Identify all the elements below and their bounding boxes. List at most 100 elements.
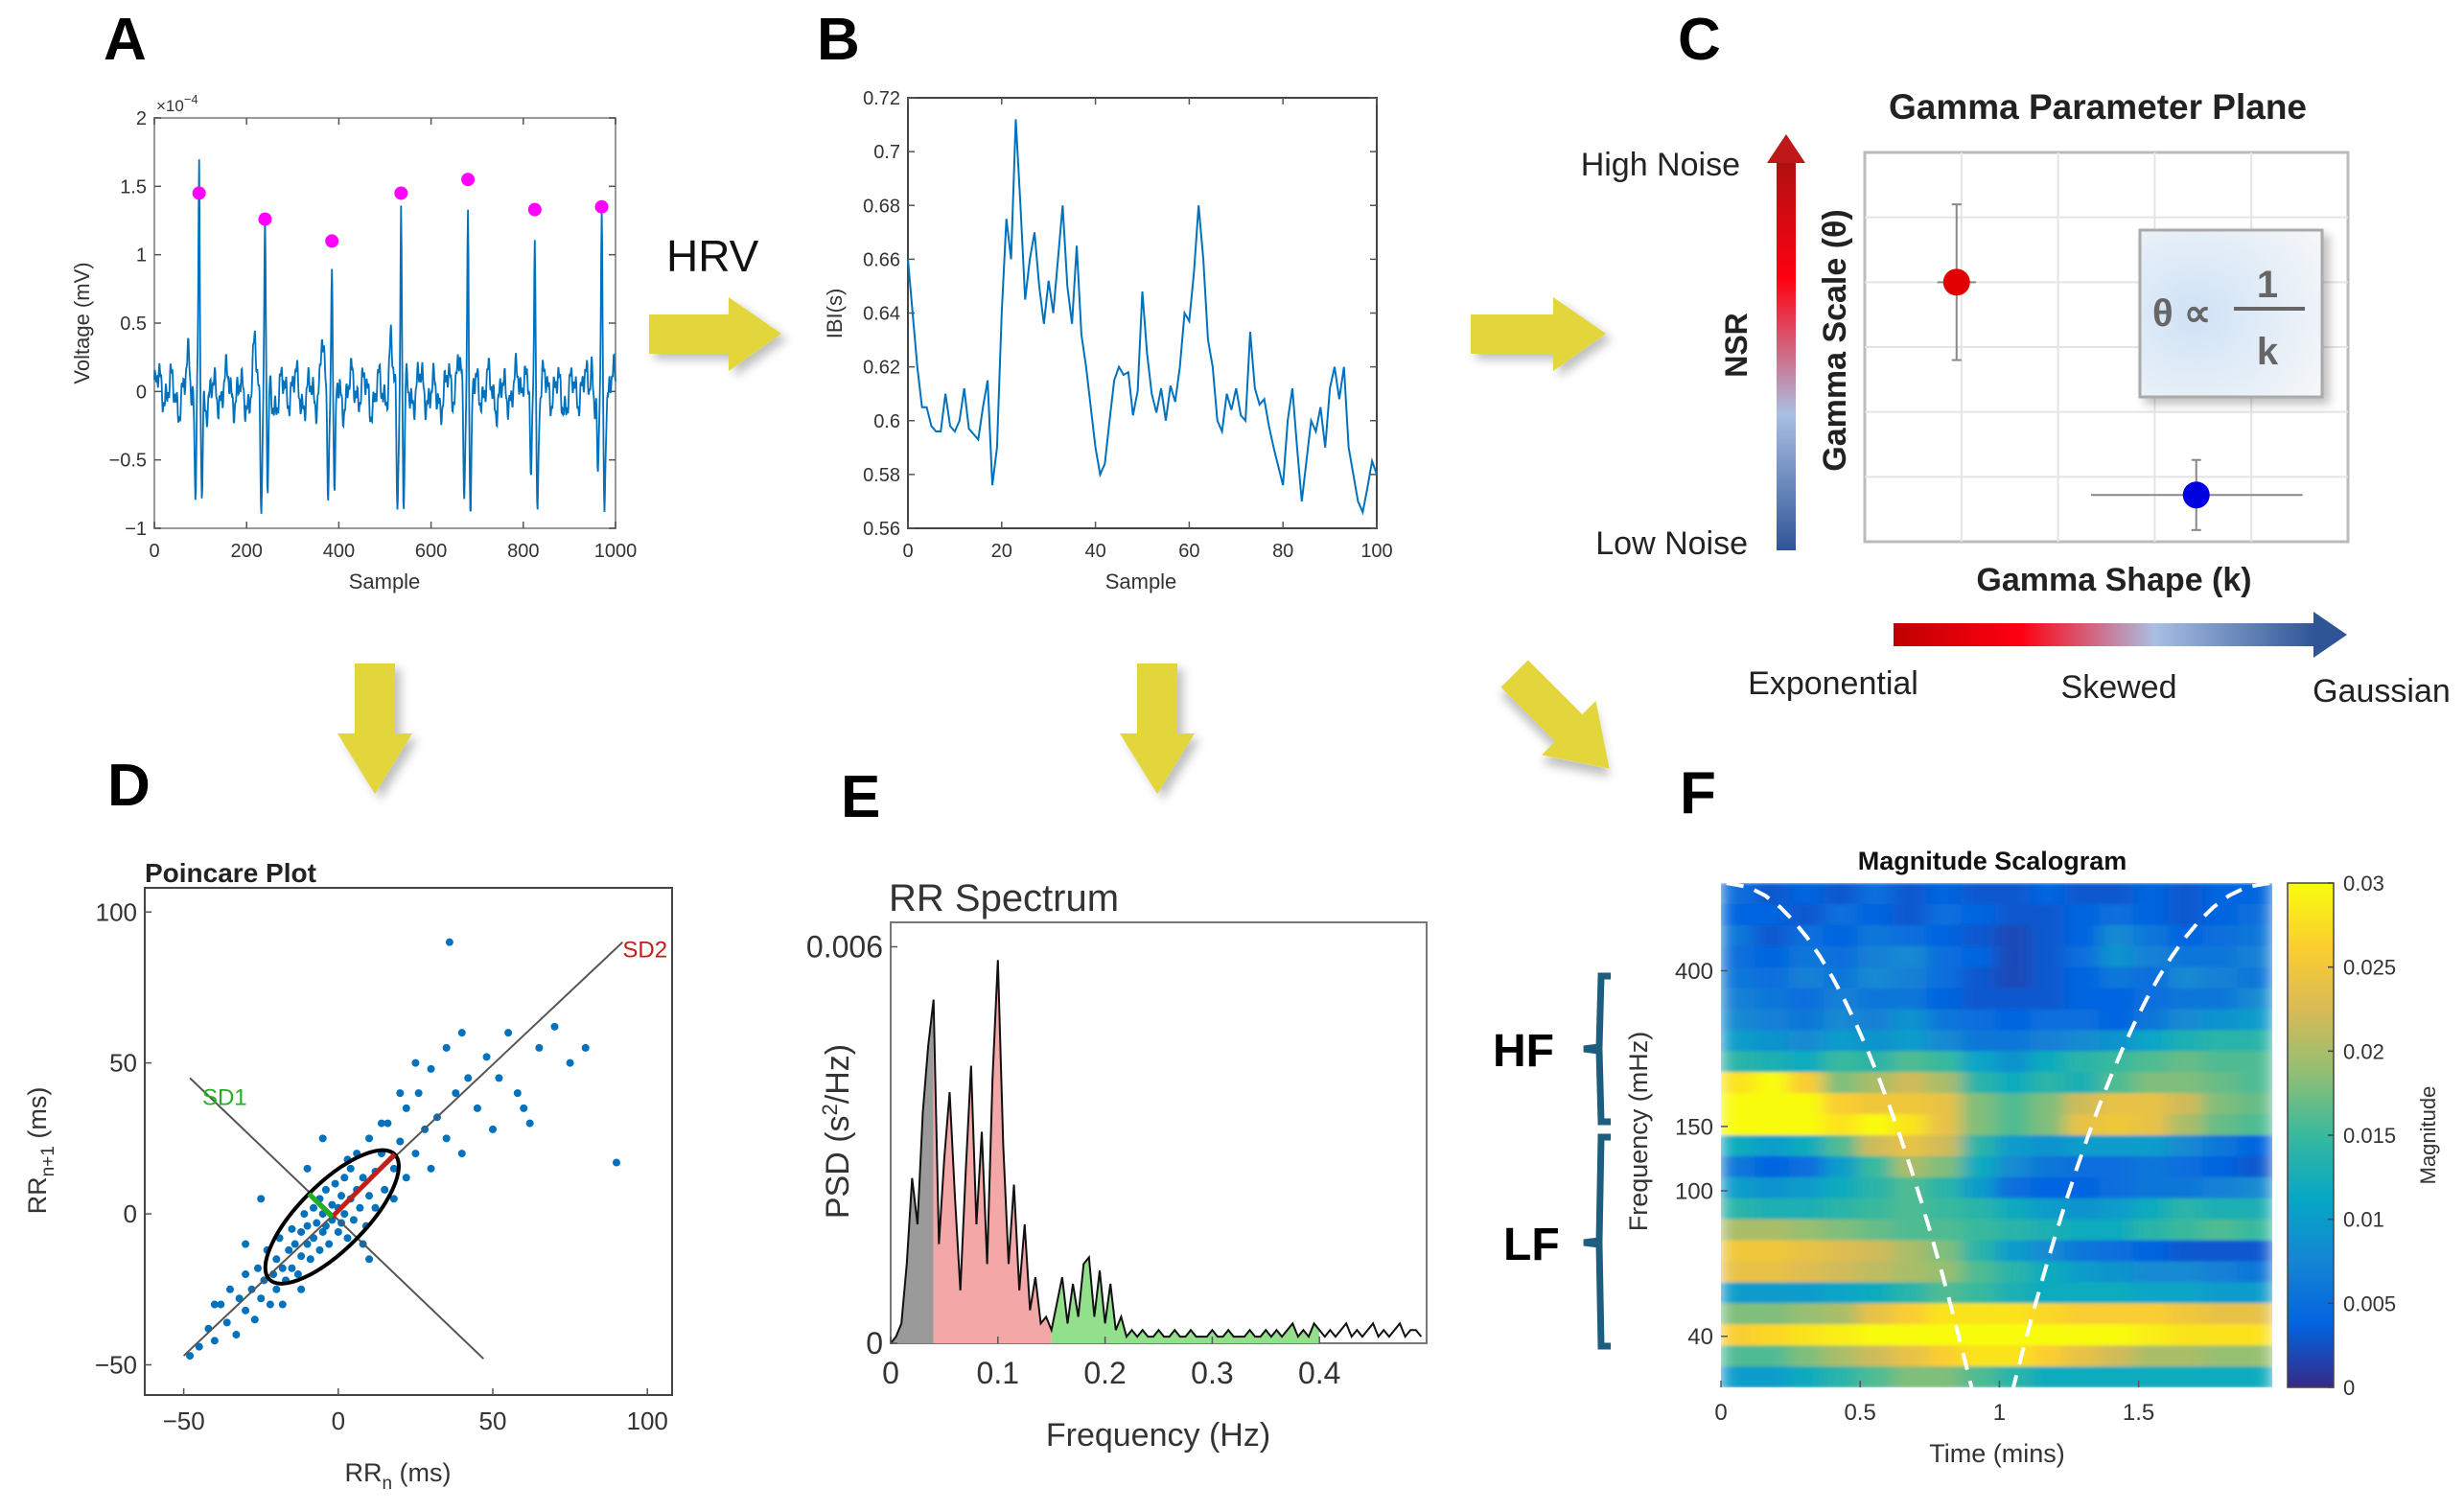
heatmap-cell: [2168, 1155, 2205, 1178]
heatmap-cell: [2202, 1135, 2240, 1157]
heatmap-cell: [2064, 1198, 2102, 1221]
heatmap-cell: [2237, 1155, 2272, 1178]
heatmap-cell: [2064, 945, 2102, 968]
heatmap-cell: [2133, 924, 2171, 947]
heatmap-cell: [1961, 1009, 1998, 1031]
rr-point: [359, 1174, 367, 1182]
heatmap-cell: [1721, 924, 1756, 947]
heatmap-cell: [2237, 1093, 2272, 1115]
rr-point: [414, 1089, 423, 1098]
rr-point: [257, 1195, 266, 1203]
heatmap-cell: [1721, 1240, 1756, 1262]
rr-point: [210, 1337, 219, 1345]
heatmap-cell: [1823, 1072, 1860, 1094]
heatmap-cell: [1721, 1093, 1756, 1115]
rr-point: [297, 1285, 306, 1293]
rr-point: [389, 1164, 398, 1173]
r-peak-marker: [258, 212, 272, 226]
heatmap-cell: [1788, 1072, 1825, 1094]
heatmap-cell: [1721, 1009, 1756, 1031]
r-peak-marker: [325, 234, 339, 248]
heatmap-cell: [1823, 924, 1860, 947]
x-tick-label: 60: [1178, 541, 1199, 562]
formula-box: θ ∝ 1 k: [2138, 228, 2324, 399]
x-tick-label: 400: [323, 541, 355, 562]
heatmap-cell: [1995, 1051, 2033, 1073]
heatmap-cell: [1754, 1135, 1791, 1157]
r-peak-marker: [394, 186, 408, 200]
heatmap-cell: [1892, 1366, 1929, 1387]
heatmap-cell: [2168, 1282, 2205, 1304]
rr-point: [346, 1164, 355, 1173]
heatmap-cell: [1892, 1030, 1929, 1052]
heatmap-cell: [2168, 1261, 2205, 1283]
heatmap-cell: [1754, 1366, 1791, 1387]
y-tick-label: 0.68: [863, 196, 900, 217]
heatmap-cell: [1926, 966, 1964, 989]
heatmap-cell: [2030, 924, 2067, 947]
y-tick-label: 0.62: [863, 358, 900, 379]
rr-point: [250, 1315, 259, 1324]
heatmap-cell: [1823, 1219, 1860, 1242]
heatmap-cells: [1721, 883, 2272, 1387]
heatmap-cell: [1788, 1198, 1825, 1221]
heatmap-cell: [1823, 1051, 1860, 1073]
heatmap-cell: [1926, 1261, 1964, 1283]
y-axis-label: IBI(s): [823, 289, 847, 339]
heatmap-cell: [1788, 1093, 1825, 1115]
x-tick-label: 800: [507, 541, 539, 562]
y-axis-label: Gamma Scale (θ): [1817, 209, 1853, 472]
heatmap-cell: [1823, 903, 1860, 926]
heatmap-cell: [1721, 988, 1756, 1010]
y-axis-label: PSD (s2/Hz): [818, 1044, 856, 1219]
colorbar-tick-label: 0.005: [2343, 1291, 2396, 1315]
formula-denominator: k: [2257, 331, 2279, 373]
heatmap-cell: [1961, 1176, 1998, 1199]
heatmap-cell: [2202, 1261, 2240, 1283]
ecg-trace: [153, 159, 616, 514]
panel-label-c: C: [1678, 7, 1721, 73]
heatmap-cell: [1788, 1114, 1825, 1136]
heatmap-cell: [2064, 1282, 2102, 1304]
heatmap-cell: [2202, 1051, 2240, 1073]
x-tick-label: 1.5: [2123, 1400, 2154, 1426]
rr-point: [535, 1043, 544, 1052]
heatmap-cell: [1961, 903, 1998, 926]
y-tick-label: 1.5: [120, 176, 147, 198]
heatmap-cell: [2030, 1366, 2067, 1387]
y-tick-label: −50: [95, 1351, 137, 1380]
x-axis-label: Time (mins): [1929, 1439, 2065, 1468]
heatmap-cell: [1823, 1093, 1860, 1115]
heatmap-cell: [1926, 1366, 1964, 1387]
heatmap-cell: [2064, 1009, 2102, 1031]
y-tick-label: 0.006: [806, 930, 883, 965]
heatmap-cell: [1823, 883, 1860, 905]
rr-point: [242, 1270, 250, 1279]
heatmap-cell: [1788, 1303, 1825, 1325]
data-point: [1942, 268, 1970, 296]
rr-point: [186, 1352, 195, 1361]
colorbar-tick-label: 0.03: [2343, 872, 2384, 896]
heatmap-cell: [1926, 903, 1964, 926]
heatmap-cell: [2168, 1366, 2205, 1387]
panel-label-d: D: [107, 753, 151, 819]
heatmap-cell: [1961, 1051, 1998, 1073]
axes-box: [153, 117, 616, 529]
heatmap-cell: [2237, 1261, 2272, 1283]
rr-point: [581, 1043, 590, 1052]
arrow-a-to-b: [649, 297, 781, 371]
heatmap-cell: [1788, 1155, 1825, 1178]
r-peak-marker: [461, 173, 476, 187]
heatmap-cell: [2099, 1009, 2136, 1031]
heatmap-cell: [1788, 883, 1825, 905]
heatmap-cell: [2202, 1009, 2240, 1031]
heatmap-cell: [2030, 1240, 2067, 1262]
heatmap-cell: [2030, 903, 2067, 926]
heatmap-cell: [1754, 1114, 1791, 1136]
heatmap-cell: [1823, 1366, 1860, 1387]
heatmap-cell: [1961, 1324, 1998, 1346]
heatmap-cell: [2168, 1072, 2205, 1094]
heatmap-cell: [1926, 1135, 1964, 1157]
heatmap-cell: [1857, 1366, 1894, 1387]
rr-point: [445, 938, 453, 946]
